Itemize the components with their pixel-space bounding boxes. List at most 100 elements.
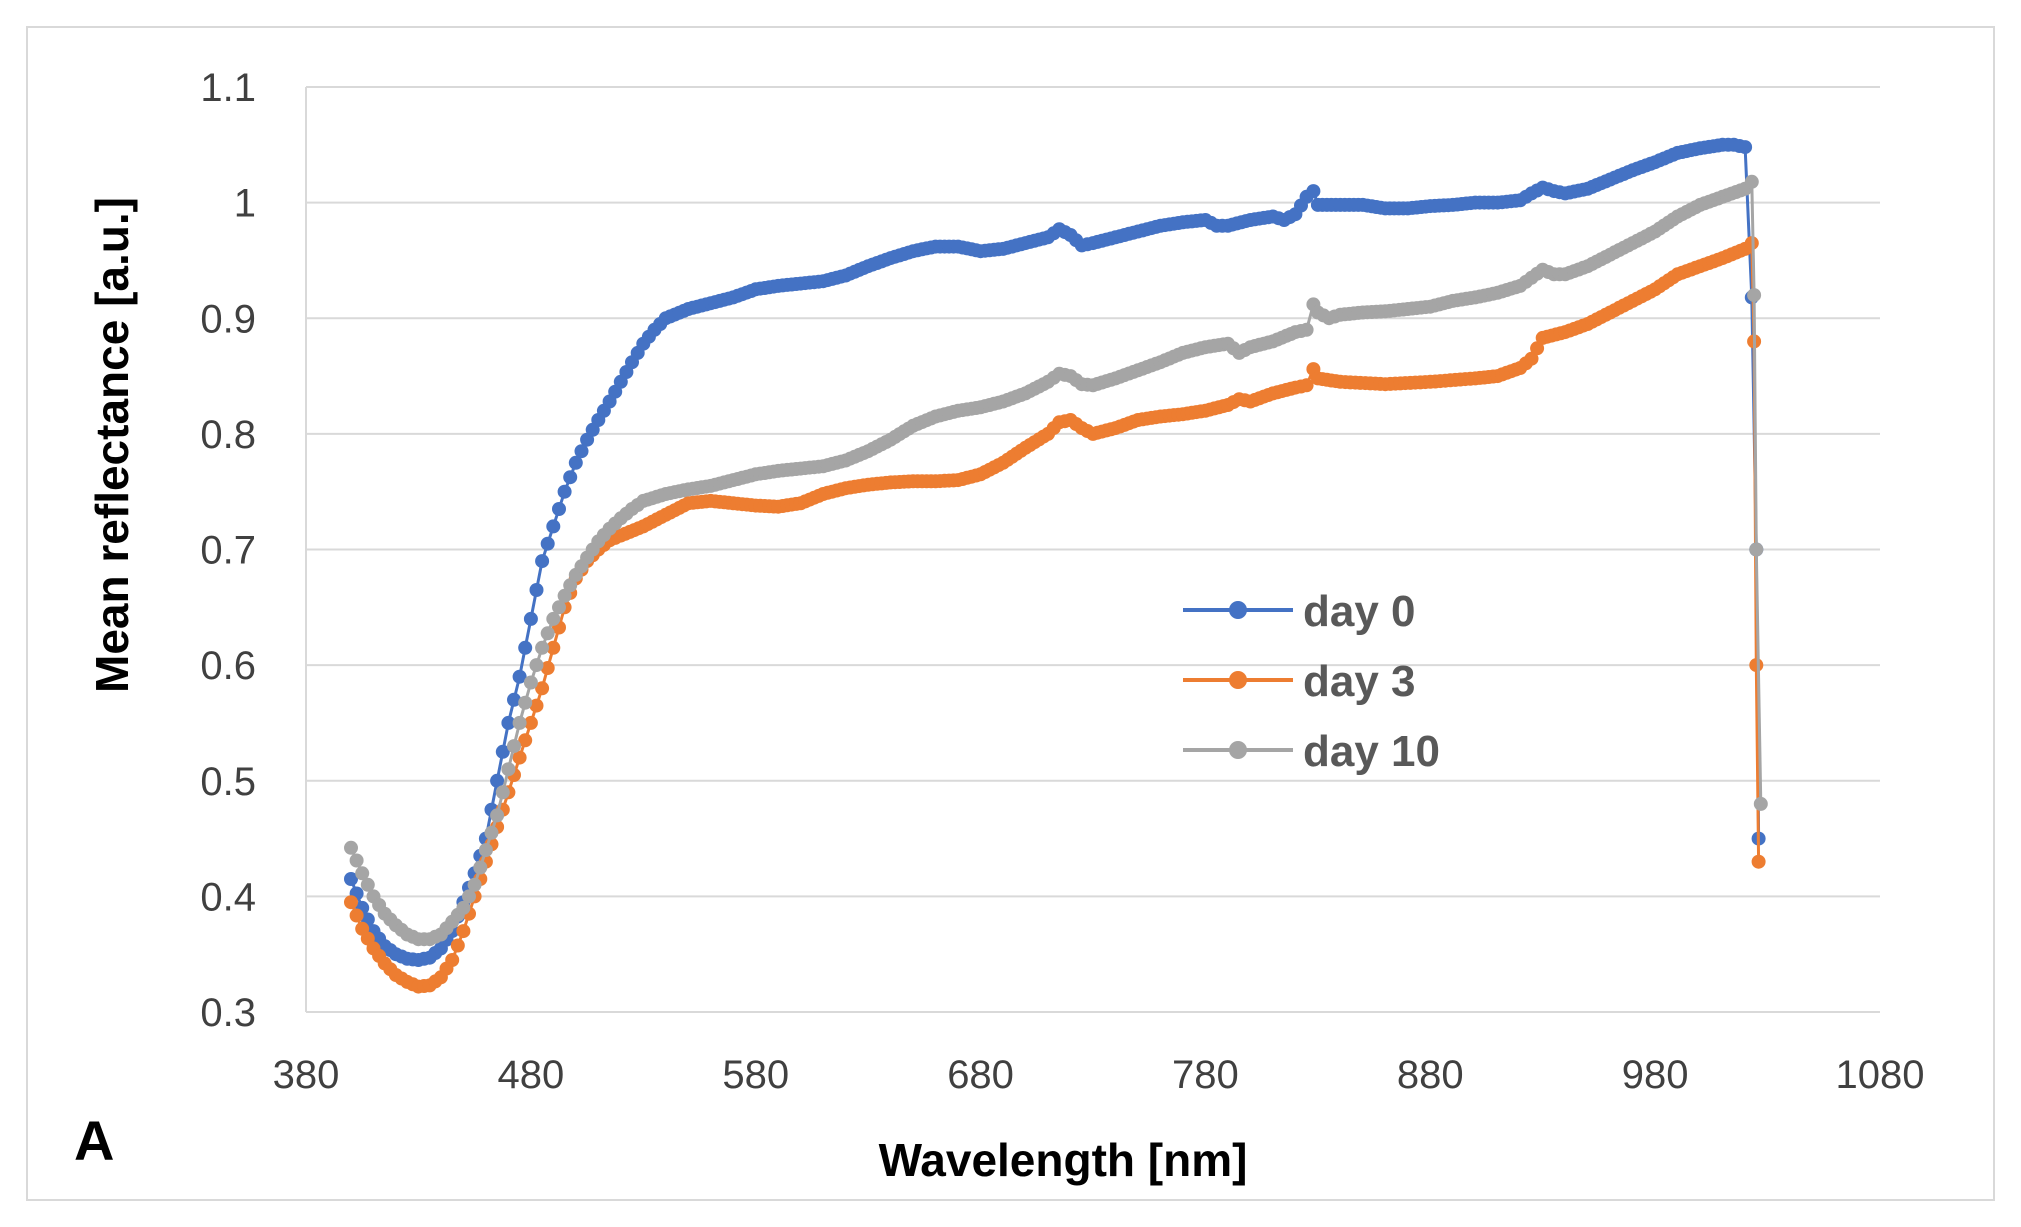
- data-point: [546, 640, 561, 655]
- legend-swatch-marker: [1229, 671, 1247, 689]
- data-point: [478, 843, 493, 858]
- chart-frame: [26, 26, 1995, 1201]
- data-point: [1744, 174, 1759, 189]
- data-point: [360, 877, 375, 892]
- y-tick-label: 1: [234, 182, 256, 226]
- data-point: [546, 611, 561, 626]
- data-point: [450, 938, 465, 953]
- data-point: [456, 900, 471, 915]
- series-day-0: [344, 137, 1766, 967]
- series-day-10: [344, 174, 1768, 947]
- panel-label: A: [74, 1109, 114, 1172]
- x-tick-label: 580: [722, 1053, 789, 1097]
- data-point: [546, 519, 561, 534]
- data-point: [344, 895, 358, 910]
- data-point: [512, 750, 527, 765]
- data-point: [349, 853, 364, 868]
- data-point: [1299, 378, 1314, 393]
- legend-swatch-marker: [1229, 601, 1247, 619]
- series-group: [344, 137, 1768, 994]
- data-point: [557, 484, 572, 499]
- data-point: [344, 872, 358, 886]
- y-tick-label: 0.6: [200, 644, 256, 688]
- data-point: [529, 698, 544, 713]
- data-point: [1749, 658, 1764, 673]
- data-point: [445, 953, 460, 967]
- legend-label: day 0: [1303, 587, 1416, 636]
- legend-item: day 3: [1183, 657, 1416, 706]
- legend-label: day 3: [1303, 657, 1416, 706]
- data-point: [540, 661, 555, 675]
- data-point: [518, 640, 533, 655]
- data-point: [540, 536, 555, 551]
- x-axis-title: Wavelength [nm]: [879, 1134, 1248, 1186]
- data-point: [563, 470, 578, 485]
- gridlines: [306, 86, 1880, 898]
- series-line: [349, 239, 1761, 989]
- y-tick-labels: 0.3 0.4 0.5 0.6 0.7 0.8 0.9 1 1.1: [200, 66, 256, 1035]
- legend: day 0 day 3 day 10: [1183, 587, 1440, 776]
- data-point: [1738, 140, 1753, 155]
- data-point: [1306, 184, 1321, 199]
- legend-item: day 10: [1183, 727, 1440, 776]
- data-point: [467, 877, 482, 892]
- data-point: [535, 681, 550, 696]
- data-point: [552, 600, 566, 615]
- data-point: [355, 866, 370, 881]
- data-point: [512, 715, 527, 730]
- x-tick-label: 1080: [1836, 1053, 1925, 1097]
- data-point: [490, 808, 505, 823]
- data-point: [462, 889, 476, 904]
- data-point: [518, 695, 533, 710]
- series-line: [349, 178, 1763, 941]
- data-point: [523, 715, 538, 730]
- data-point: [535, 554, 550, 569]
- data-point: [518, 733, 533, 748]
- data-point: [473, 860, 488, 875]
- y-tick-label: 0.5: [200, 760, 256, 804]
- legend-item: day 0: [1183, 587, 1416, 636]
- data-point: [1747, 288, 1762, 303]
- data-point: [523, 611, 538, 626]
- data-point: [523, 675, 538, 690]
- data-point: [574, 444, 589, 459]
- data-point: [1749, 542, 1764, 557]
- data-point: [563, 578, 578, 593]
- y-tick-label: 0.3: [200, 991, 256, 1035]
- x-tick-label: 680: [947, 1053, 1014, 1097]
- data-point: [456, 924, 471, 939]
- data-point: [484, 825, 499, 840]
- data-point: [552, 502, 566, 516]
- data-point: [540, 626, 555, 641]
- y-tick-label: 1.1: [200, 66, 256, 110]
- data-point: [495, 744, 510, 759]
- y-axis-title: Mean reflectance [a.u.]: [86, 197, 138, 693]
- y-tick-label: 0.4: [200, 875, 256, 919]
- x-tick-label: 780: [1172, 1053, 1239, 1097]
- x-tick-label: 380: [273, 1053, 340, 1097]
- legend-swatch-marker: [1229, 741, 1247, 759]
- data-point: [1299, 322, 1314, 337]
- x-tick-label: 980: [1622, 1053, 1689, 1097]
- data-point: [535, 640, 550, 655]
- data-point: [529, 658, 544, 673]
- data-point: [507, 739, 521, 754]
- data-point: [501, 715, 516, 730]
- legend-label: day 10: [1303, 727, 1440, 776]
- data-point: [1753, 796, 1768, 811]
- data-point: [1751, 854, 1766, 869]
- data-point: [557, 588, 572, 603]
- data-point: [501, 762, 516, 777]
- data-point: [512, 669, 527, 684]
- data-point: [349, 908, 364, 923]
- data-point: [495, 785, 510, 800]
- data-point: [529, 583, 544, 597]
- y-tick-label: 0.8: [200, 413, 256, 457]
- x-tick-label: 480: [497, 1053, 564, 1097]
- data-point: [490, 773, 505, 788]
- data-point: [1524, 351, 1539, 366]
- y-tick-label: 0.7: [200, 529, 256, 573]
- x-tick-label: 880: [1397, 1053, 1464, 1097]
- x-tick-labels: 380 480 580 680 780 880 980 1080: [273, 1053, 1925, 1097]
